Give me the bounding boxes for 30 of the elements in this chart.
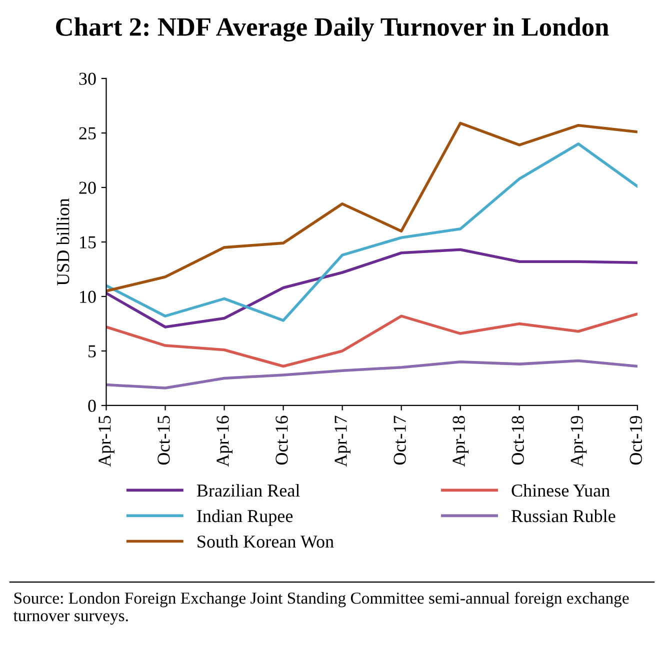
x-tick-label: Oct-19 xyxy=(630,416,642,465)
x-tick-label: Apr-15 xyxy=(98,416,114,467)
line-series xyxy=(106,142,638,322)
y-axis-title: USD billion xyxy=(56,198,70,286)
source-note: Source: London Foreign Exchange Joint Standing Committee semi-annual foreign exchange turnover surveys. xyxy=(13,592,629,625)
line-series xyxy=(106,248,638,328)
legend-label: Chinese Yuan xyxy=(512,484,610,497)
y-tick-label: 0 xyxy=(88,400,96,412)
x-tick-label: Oct-17 xyxy=(394,416,406,465)
x-tick-label: Apr-19 xyxy=(570,416,587,467)
line-series xyxy=(106,359,638,390)
y-tick-label: 20 xyxy=(79,182,96,194)
x-tick-label: Oct-16 xyxy=(276,416,288,465)
legend-label: Indian Rupee xyxy=(197,509,293,526)
legend-label: Brazilian Real xyxy=(196,484,300,497)
x-tick-label: Apr-17 xyxy=(334,416,351,467)
y-tick-label: 30 xyxy=(79,72,96,85)
y-tick-label: 10 xyxy=(80,290,96,303)
chart-title: Chart 2: NDF Average Daily Turnover in London xyxy=(56,17,609,42)
x-tick-label: Oct-18 xyxy=(512,416,524,465)
y-tick-label: 25 xyxy=(79,127,96,140)
legend-label: Russian Ruble xyxy=(512,509,616,522)
line-series xyxy=(106,122,638,292)
x-tick-label: Apr-16 xyxy=(216,416,232,467)
y-tick-label: 5 xyxy=(88,345,96,358)
legend-label: South Korean Won xyxy=(198,534,334,548)
y-tick-label: 15 xyxy=(80,236,96,248)
x-tick-label: Oct-15 xyxy=(158,416,170,465)
line-series xyxy=(106,312,638,368)
x-tick-label: Apr-18 xyxy=(452,416,469,467)
